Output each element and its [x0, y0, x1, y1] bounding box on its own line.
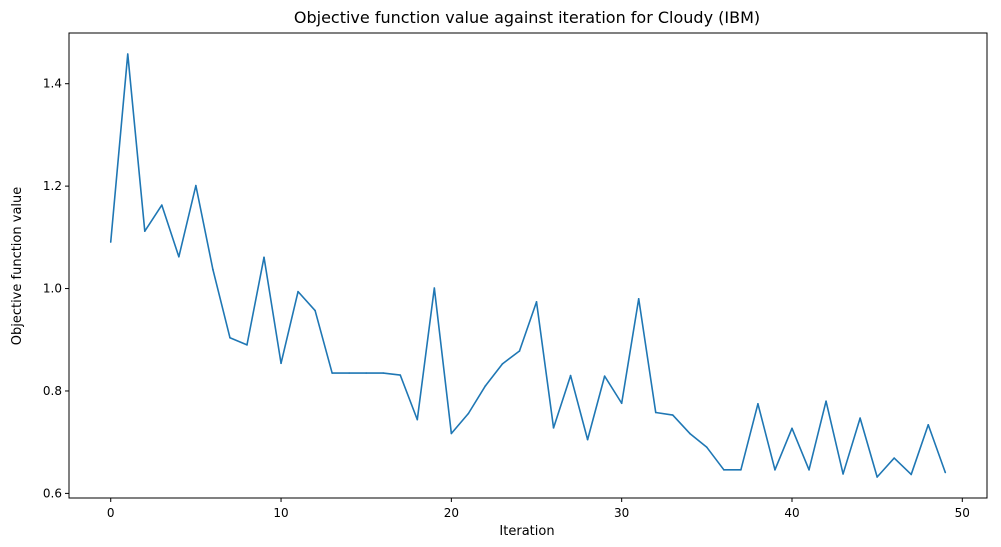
data-point	[484, 385, 487, 387]
data-point	[212, 268, 214, 271]
x-tick-label: 20	[444, 506, 459, 520]
data-point	[757, 402, 759, 405]
x-tick-label: 0	[107, 506, 115, 520]
y-axis-label: Objective function value	[10, 187, 25, 346]
x-tick-label: 40	[784, 506, 799, 520]
data-point	[689, 432, 691, 435]
axes-frame	[68, 32, 988, 499]
data-point	[825, 400, 827, 403]
y-axis-ticks: 0.6 0.8 1.0 1.2 1.4	[43, 77, 69, 500]
data-point	[859, 417, 861, 419]
data-point	[109, 241, 112, 243]
data-point	[280, 362, 282, 365]
chart-title: Objective function value against iterati…	[294, 8, 760, 27]
data-point	[569, 374, 572, 377]
data-point	[518, 350, 521, 352]
data-point	[603, 375, 606, 377]
data-point	[263, 256, 265, 259]
data-point	[195, 184, 197, 187]
data-point	[842, 473, 844, 475]
series-line	[109, 53, 947, 478]
data-point	[433, 287, 436, 289]
data-point	[467, 412, 470, 415]
axes: 0 10 20 30 40 50 0.6 0.8 1.0 1.2 1.4	[43, 32, 988, 520]
x-axis-label: Iteration	[499, 524, 554, 539]
data-point	[723, 469, 725, 471]
data-point	[740, 469, 742, 471]
data-point	[706, 446, 708, 449]
data-point	[246, 344, 248, 346]
data-point	[620, 402, 623, 405]
data-point	[637, 297, 640, 300]
data-point	[501, 363, 504, 365]
data-point	[314, 309, 316, 312]
data-point	[944, 471, 947, 474]
data-point	[927, 423, 930, 426]
data-point	[791, 427, 793, 430]
data-point	[671, 414, 674, 416]
data-point	[126, 53, 129, 55]
data-point	[382, 372, 385, 374]
data-point	[178, 255, 180, 258]
y-tick-label: 0.6	[43, 486, 62, 500]
data-point	[416, 418, 419, 421]
data-point	[399, 374, 402, 376]
data-point	[365, 372, 368, 374]
plot-area	[109, 53, 947, 478]
data-point	[143, 230, 146, 232]
x-tick-label: 10	[273, 506, 288, 520]
y-tick-label: 0.8	[43, 384, 62, 398]
x-tick-label: 50	[955, 506, 970, 520]
data-point	[348, 372, 350, 374]
x-tick-label: 30	[614, 506, 629, 520]
data-point	[774, 469, 776, 471]
data-point	[893, 457, 895, 459]
data-point	[229, 336, 231, 339]
data-point	[654, 411, 657, 414]
data-point	[161, 204, 163, 206]
y-tick-label: 1.0	[43, 282, 62, 296]
data-point	[331, 372, 333, 374]
data-point	[297, 290, 299, 293]
data-point	[910, 473, 913, 476]
data-point	[876, 476, 878, 478]
data-point	[552, 427, 555, 429]
data-point	[586, 438, 589, 441]
data-point	[450, 432, 453, 435]
y-tick-label: 1.4	[43, 77, 62, 91]
x-axis-ticks: 0 10 20 30 40 50	[107, 498, 970, 520]
y-tick-label: 1.2	[43, 179, 62, 193]
data-point	[808, 469, 810, 471]
data-point	[535, 301, 538, 303]
